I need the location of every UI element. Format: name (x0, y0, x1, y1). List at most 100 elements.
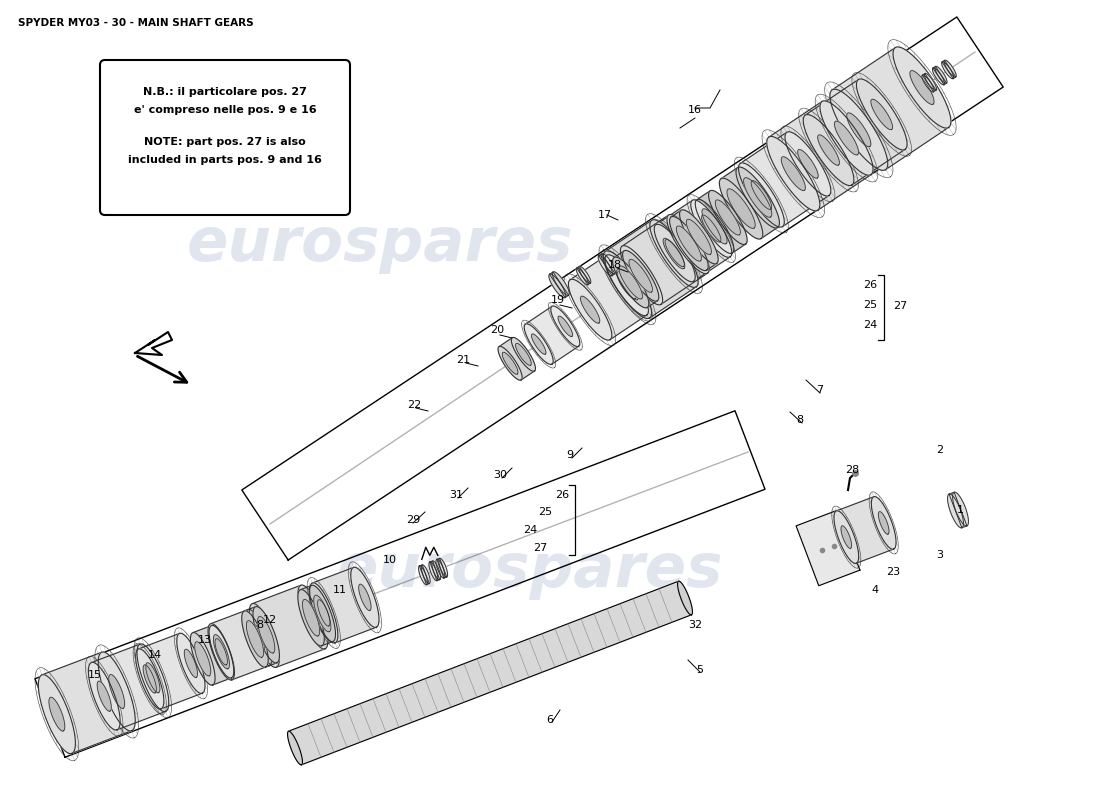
Polygon shape (829, 90, 888, 170)
Polygon shape (769, 102, 871, 210)
Text: 25: 25 (538, 507, 552, 517)
Polygon shape (257, 621, 272, 650)
Polygon shape (650, 220, 699, 287)
Polygon shape (302, 599, 320, 636)
Polygon shape (306, 602, 320, 632)
Polygon shape (576, 268, 588, 285)
Polygon shape (246, 621, 264, 658)
Polygon shape (146, 662, 160, 693)
Text: 31: 31 (449, 490, 463, 500)
Polygon shape (498, 346, 522, 380)
Polygon shape (944, 60, 956, 77)
Polygon shape (847, 113, 871, 146)
Text: 3: 3 (936, 550, 944, 560)
Polygon shape (185, 650, 198, 678)
Polygon shape (933, 66, 947, 85)
Polygon shape (817, 135, 839, 166)
Polygon shape (312, 567, 376, 643)
Polygon shape (244, 606, 277, 667)
Polygon shape (686, 219, 712, 254)
Polygon shape (736, 167, 780, 228)
Polygon shape (623, 250, 659, 301)
Polygon shape (97, 681, 111, 711)
Polygon shape (581, 296, 600, 323)
Polygon shape (436, 559, 444, 578)
Polygon shape (88, 662, 120, 730)
Polygon shape (834, 510, 859, 563)
Polygon shape (923, 74, 936, 92)
Polygon shape (139, 634, 202, 709)
Text: 15: 15 (88, 670, 102, 680)
Text: 20: 20 (490, 325, 504, 335)
Polygon shape (680, 210, 718, 264)
Polygon shape (602, 254, 616, 274)
Polygon shape (558, 316, 572, 337)
Text: 7: 7 (816, 385, 824, 395)
Text: included in parts pos. 9 and 16: included in parts pos. 9 and 16 (128, 155, 322, 165)
Polygon shape (570, 255, 647, 339)
Polygon shape (598, 254, 615, 276)
Text: N.B.: il particolare pos. 27: N.B.: il particolare pos. 27 (143, 87, 307, 97)
Polygon shape (213, 634, 230, 669)
Polygon shape (605, 220, 696, 318)
Polygon shape (796, 510, 860, 586)
Polygon shape (893, 47, 950, 128)
Polygon shape (551, 306, 580, 346)
Text: 27: 27 (532, 543, 547, 553)
Polygon shape (209, 626, 234, 678)
Polygon shape (210, 610, 270, 680)
Polygon shape (751, 181, 771, 210)
Polygon shape (702, 209, 727, 244)
Polygon shape (250, 603, 279, 667)
Polygon shape (439, 558, 448, 577)
Polygon shape (421, 565, 430, 584)
Polygon shape (695, 199, 734, 254)
Polygon shape (656, 200, 730, 282)
Polygon shape (629, 259, 652, 292)
Polygon shape (50, 698, 65, 731)
Polygon shape (614, 251, 658, 307)
Polygon shape (738, 163, 784, 227)
Polygon shape (309, 583, 338, 643)
Text: 22: 22 (407, 400, 421, 410)
Polygon shape (314, 595, 331, 632)
Polygon shape (910, 70, 934, 105)
Polygon shape (663, 238, 685, 269)
Text: 29: 29 (406, 515, 420, 525)
Text: 8: 8 (796, 415, 804, 425)
Text: 6: 6 (547, 715, 553, 725)
Polygon shape (531, 334, 546, 354)
Polygon shape (138, 644, 168, 711)
Polygon shape (177, 634, 205, 694)
Text: 13: 13 (198, 635, 212, 645)
Polygon shape (666, 239, 684, 266)
Polygon shape (617, 270, 638, 300)
Text: 24: 24 (522, 525, 537, 535)
Polygon shape (805, 79, 905, 185)
Text: 1: 1 (957, 505, 964, 515)
Polygon shape (623, 215, 707, 304)
Polygon shape (429, 562, 438, 581)
Text: 11: 11 (333, 585, 346, 595)
Polygon shape (569, 279, 612, 340)
Polygon shape (39, 674, 76, 754)
Polygon shape (298, 590, 324, 646)
Polygon shape (857, 79, 907, 150)
Polygon shape (419, 565, 429, 585)
Polygon shape (691, 200, 732, 258)
Polygon shape (953, 492, 968, 526)
Polygon shape (143, 665, 156, 693)
Text: 21: 21 (455, 355, 470, 365)
Polygon shape (678, 581, 692, 615)
Text: e' compreso nelle pos. 9 e 16: e' compreso nelle pos. 9 e 16 (134, 105, 317, 115)
Polygon shape (135, 649, 164, 709)
Text: eurospares: eurospares (337, 541, 724, 599)
Polygon shape (820, 101, 873, 175)
Polygon shape (740, 132, 829, 226)
Polygon shape (432, 561, 441, 580)
Text: 19: 19 (551, 295, 565, 305)
Polygon shape (947, 494, 964, 528)
Text: 5: 5 (696, 665, 704, 675)
Polygon shape (598, 255, 613, 276)
Polygon shape (245, 610, 272, 666)
